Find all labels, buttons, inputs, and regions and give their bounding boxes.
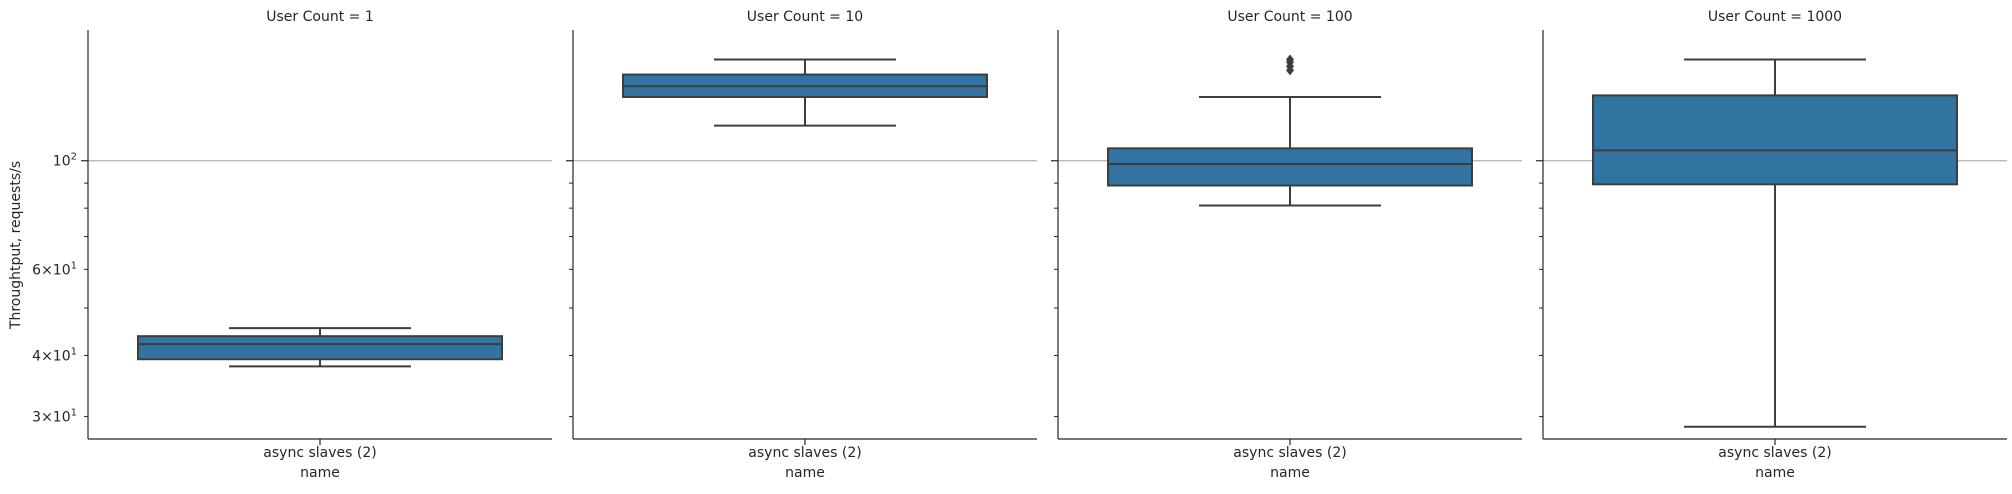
panel-title: User Count = 10: [747, 9, 863, 25]
panel-title: User Count = 100: [1227, 9, 1352, 25]
x-tick-label: async slaves (2): [1233, 445, 1346, 461]
y-tick-label: 6×101: [32, 260, 77, 278]
y-tick-label: 3×101: [32, 408, 77, 426]
x-axis-label: name: [785, 465, 825, 481]
x-tick-label: async slaves (2): [748, 445, 861, 461]
x-axis-label: name: [300, 465, 340, 481]
x-tick-label: async slaves (2): [1718, 445, 1831, 461]
panel-3: User Count = 100 async slaves (2) name: [1051, 9, 1522, 481]
x-axis-label: name: [1270, 465, 1310, 481]
y-tick-label: 4×101: [32, 346, 77, 364]
panel-title: User Count = 1: [266, 9, 373, 25]
y-tick-label: 102: [53, 152, 77, 170]
panel-4: User Count = 1000 async slaves (2) name: [1536, 9, 2007, 481]
x-tick-label: async slaves (2): [263, 445, 376, 461]
x-axis-label: name: [1755, 465, 1795, 481]
y-axis-label: Throughtput, requests/s: [8, 161, 24, 330]
panel-1: User Count = 1 102 3×101 4×101 6×101 async sl…: [32, 9, 552, 481]
box: [1592, 94, 1958, 186]
outlier-point: [1286, 54, 1294, 65]
box: [1107, 147, 1473, 187]
panel-title: User Count = 1000: [1708, 9, 1842, 25]
box: [137, 335, 503, 361]
panel-2: User Count = 10 async slaves (2) name: [566, 9, 1037, 481]
